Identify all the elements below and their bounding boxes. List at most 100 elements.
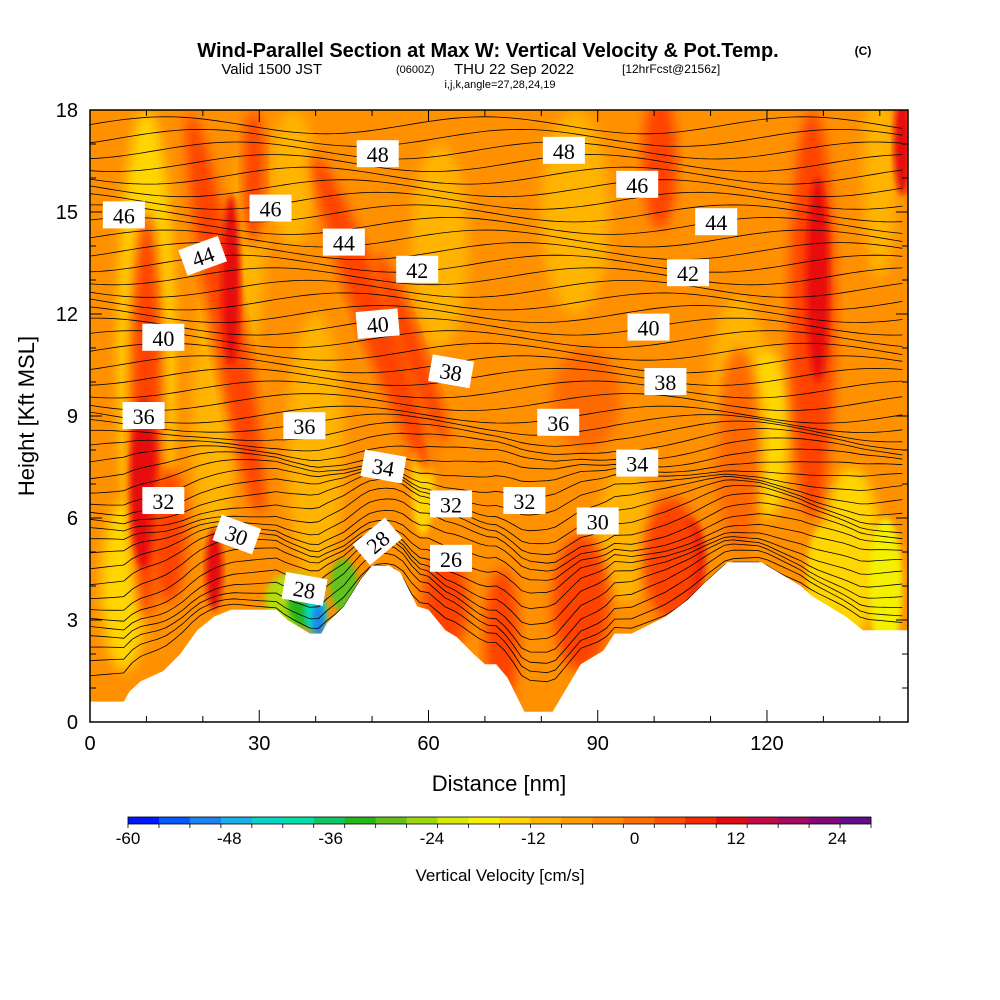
theta-label: 42: [666, 259, 709, 287]
theta-label-box: [352, 517, 403, 566]
theta-label-box: [142, 487, 185, 514]
x-tick-label: 0: [84, 733, 95, 755]
colorbar-swatch: [778, 817, 810, 824]
theta-line: [90, 141, 903, 160]
colorbar-tick-label: -48: [217, 829, 242, 848]
theta-label-text: 28: [291, 576, 317, 604]
colorbar-swatch: [747, 817, 779, 824]
colorbar-swatch: [499, 817, 531, 824]
theta-label-box: [616, 170, 659, 198]
velocity-cell: [242, 110, 265, 246]
theta-label: 38: [428, 354, 475, 389]
colorbar-swatch: [623, 817, 655, 824]
subtitle-line: Valid 1500 JST (0600Z) THU 22 Sep 2022 […: [221, 61, 720, 78]
theta-label-text: 38: [654, 370, 676, 395]
theta-label-text: 44: [705, 210, 727, 235]
x-axis-label: Distance [nm]: [432, 771, 567, 796]
theta-label: 40: [355, 308, 400, 339]
theta-label: 30: [212, 514, 262, 555]
colorbar-swatch: [654, 817, 686, 824]
theta-label: 36: [537, 408, 580, 436]
theta-label-box: [576, 507, 619, 535]
theta-label-text: 38: [438, 358, 464, 386]
colorbar-swatch: [685, 817, 717, 824]
x-axis: 0 30 60 90 120: [84, 110, 881, 755]
subtitle-fcst: [12hrFcst@2156z]: [622, 62, 720, 76]
theta-label: 26: [430, 544, 473, 572]
colorbar-swatch: [437, 817, 469, 824]
y-axis-label: Height [Kft MSL]: [14, 336, 39, 496]
theta-label: 44: [695, 208, 738, 236]
theta-label: 44: [322, 228, 365, 256]
velocity-cell: [862, 110, 897, 280]
theta-label: 40: [142, 323, 185, 351]
colorbar-tick-label: 24: [828, 829, 847, 848]
colorbar-tick-label: 12: [726, 829, 745, 848]
theta-label-box: [356, 140, 399, 168]
colorbar-swatch: [375, 817, 407, 824]
theta-label-box: [428, 354, 475, 389]
theta-label-box: [695, 208, 738, 236]
theta-line: [90, 549, 903, 664]
theta-label-box: [666, 259, 709, 287]
theta-label-box: [616, 449, 659, 477]
velocity-cell: [642, 110, 677, 229]
theta-line: [90, 543, 903, 653]
theta-label-box: [430, 490, 473, 518]
theta-label-box: [396, 255, 439, 283]
colorbar-tick-label: -24: [420, 829, 445, 848]
theta-line: [90, 367, 903, 386]
theta-label: 38: [644, 368, 687, 395]
velocity-cell: [411, 144, 468, 348]
theta-line: [90, 428, 903, 455]
theta-label-box: [537, 408, 580, 436]
colorbar-swatch: [220, 817, 253, 824]
theta-label: 36: [122, 402, 165, 429]
theta-contour-labels: 46 46 48 48 46 44 44 44 42 42 40 40 40 38 38 36 36 36 34 34…: [102, 136, 738, 606]
colorbar-tick-label: -12: [521, 829, 546, 848]
colorbar-swatch: [716, 817, 748, 824]
y-tick-label: 6: [67, 508, 78, 530]
theta-line: [90, 534, 903, 626]
theta-label-box: [249, 194, 292, 222]
x-tick-label: 60: [417, 733, 439, 755]
theta-label-text: 36: [293, 414, 315, 439]
y-tick-label: 18: [56, 100, 78, 122]
theta-label-box: [142, 323, 185, 351]
theta-line: [90, 473, 903, 532]
theta-label-text: 36: [547, 411, 569, 436]
y-tick-label: 3: [67, 610, 78, 632]
velocity-cell: [552, 535, 610, 671]
theta-label-text: 34: [370, 453, 396, 481]
theta-label: 32: [142, 487, 185, 514]
colorbar-swatch: [189, 817, 222, 824]
theta-label-box: [355, 308, 400, 339]
velocity-cell: [375, 252, 449, 444]
y-tick-label: 9: [67, 406, 78, 428]
theta-label: 40: [627, 313, 670, 341]
theta-label-text: 42: [406, 258, 428, 283]
colorbar-tick-label: -36: [318, 829, 343, 848]
theta-line: [90, 179, 903, 198]
theta-line: [90, 469, 903, 517]
theta-label: 46: [616, 170, 659, 198]
theta-label: 42: [396, 255, 439, 283]
theta-line: [90, 380, 903, 399]
theta-line: [90, 420, 903, 447]
theta-label: 46: [249, 194, 292, 222]
y-tick-label: 15: [56, 202, 78, 224]
theta-label: 34: [616, 449, 659, 477]
colorbar-swatch: [592, 817, 624, 824]
theta-line: [90, 204, 903, 223]
theta-label-text: 40: [152, 326, 174, 351]
theta-line: [90, 561, 903, 683]
theta-label-text: 48: [553, 139, 575, 164]
theta-line: [90, 317, 903, 336]
theta-line: [90, 405, 903, 424]
theta-label-box: [122, 402, 165, 429]
theta-line: [90, 279, 903, 298]
colorbar-swatch: [840, 817, 872, 824]
theta-label-text: 32: [513, 489, 535, 514]
theta-line: [90, 437, 903, 463]
